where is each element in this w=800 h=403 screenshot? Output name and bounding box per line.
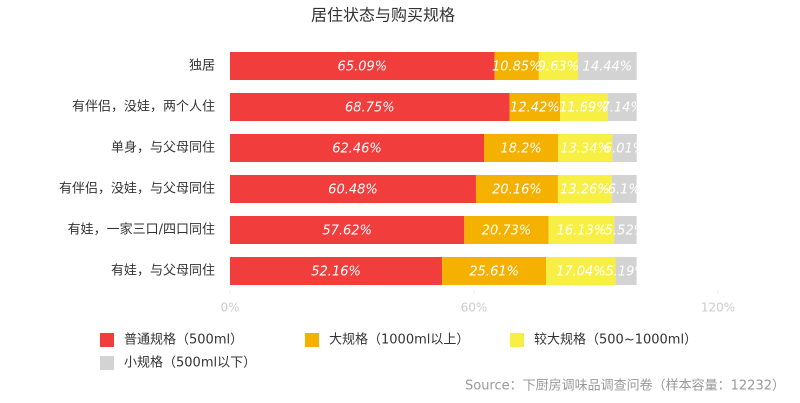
value-label: 10.85% (492, 60, 542, 75)
value-label: 16.13% (557, 224, 607, 239)
value-label: 9.63% (538, 60, 579, 75)
legend-label: 普通规格（500ml） (124, 332, 243, 348)
bar-segment (475, 175, 558, 203)
bar-segment (614, 216, 637, 244)
bar-segment (558, 134, 613, 162)
category-label: 有娃，与父母同住 (111, 264, 215, 279)
bar-segment (484, 134, 559, 162)
category-label: 有伴侣，没娃，两个人住 (72, 100, 215, 115)
legend-swatch (100, 356, 114, 370)
category-label: 有伴侣，没娃，与父母同住 (59, 182, 215, 197)
value-label: 20.73% (482, 224, 532, 239)
value-label: 11.69% (559, 101, 609, 116)
bar-segment (612, 134, 637, 162)
legend-swatch (510, 333, 524, 347)
value-label: 6.01% (604, 142, 645, 157)
value-label: 6.1% (608, 183, 641, 198)
bar-segment (611, 175, 637, 203)
x-tick-label: 60% (461, 301, 488, 315)
bar-segment (538, 52, 578, 80)
bar-segment (230, 52, 495, 80)
legend-label: 大规格（1000ml以上） (329, 332, 469, 348)
bar-segment (230, 257, 443, 285)
value-label: 17.04% (556, 265, 606, 280)
value-label: 5.52% (605, 224, 646, 239)
bar-segment (548, 216, 615, 244)
legend-label: 小规格（500ml以下） (124, 355, 256, 371)
bar-segment (607, 93, 637, 121)
category-label: 有娃，一家三口/四口同住 (68, 222, 215, 238)
value-label: 13.34% (560, 142, 610, 157)
value-label: 12.42% (510, 101, 560, 116)
value-label: 57.62% (322, 224, 372, 239)
legend-swatch (305, 333, 319, 347)
bar-segment (557, 175, 612, 203)
chart-title: 居住状态与购买规格 (311, 6, 455, 25)
value-label: 60.48% (328, 183, 378, 198)
bar-segment (615, 257, 637, 285)
x-tick-label: 120% (701, 301, 735, 315)
legend-swatch (100, 333, 114, 347)
bar-segment (494, 52, 539, 80)
bar-segment (230, 134, 485, 162)
value-label: 5.19% (605, 265, 646, 280)
bar-segment (577, 52, 637, 80)
bar-segment (230, 175, 476, 203)
value-label: 25.61% (469, 265, 519, 280)
source: Source：下厨房调味品调查问卷（样本容量：12232） (465, 378, 785, 394)
bar-segment (546, 257, 616, 285)
value-label: 20.16% (492, 183, 542, 198)
bar-segment (464, 216, 549, 244)
value-label: 18.2% (500, 142, 541, 157)
value-label: 52.16% (311, 265, 361, 280)
legend-label: 较大规格（500~1000ml） (534, 332, 697, 348)
bar-segment (230, 216, 465, 244)
value-label: 7.14% (601, 101, 642, 116)
bar-segment (560, 93, 608, 121)
value-label: 68.75% (345, 101, 395, 116)
value-label: 13.26% (560, 183, 610, 198)
value-label: 14.44% (583, 60, 633, 75)
value-label: 62.46% (332, 142, 382, 157)
bar-segment (230, 93, 510, 121)
bar-segment (442, 257, 547, 285)
x-tick-label: 0% (220, 301, 239, 315)
category-label: 单身，与父母同住 (111, 140, 215, 156)
bar-segment (509, 93, 561, 121)
value-label: 65.09% (338, 60, 388, 75)
category-label: 独居 (189, 59, 215, 74)
